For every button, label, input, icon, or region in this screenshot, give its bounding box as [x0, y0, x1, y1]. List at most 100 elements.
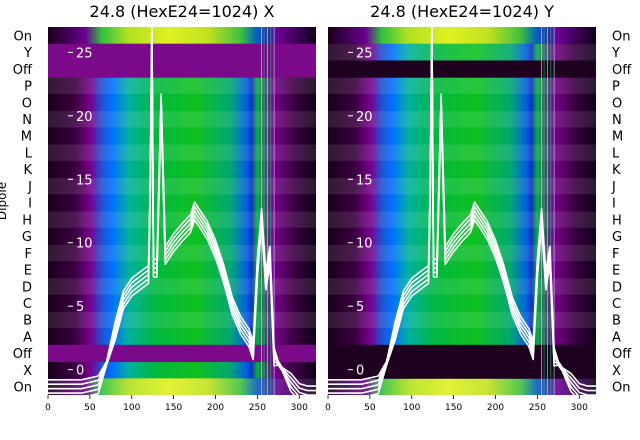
heatmap-row [328, 194, 596, 212]
heatmap-row [328, 277, 596, 296]
row-label: Off [612, 63, 632, 78]
x-tick-label: 0 [325, 403, 331, 413]
heatmap-row [48, 93, 316, 112]
row-label: F [25, 247, 32, 262]
row-label: N [612, 113, 622, 128]
row-label: P [24, 80, 32, 95]
heatmap-row [328, 110, 596, 128]
heatmap-band [48, 43, 316, 61]
row-label: C [23, 297, 32, 312]
heatmap-row [328, 144, 596, 162]
heatmap-band [48, 60, 316, 78]
overlay-tick-label: 10 [356, 237, 373, 252]
heatmap-row [328, 211, 596, 229]
row-label: H [22, 213, 32, 228]
y-axis-label: Dipole [0, 182, 9, 220]
chart-title: 24.8 (HexE24=1024) Y [370, 2, 554, 21]
heatmap-row [48, 244, 316, 262]
row-label: Off [13, 347, 33, 362]
row-label: H [612, 213, 622, 228]
row-label: E [24, 264, 32, 279]
x-tick-label: 300 [571, 403, 588, 413]
row-label: K [23, 163, 32, 178]
heatmap-row [48, 211, 316, 229]
heatmap-row [48, 378, 316, 395]
row-label: O [612, 96, 622, 111]
chart-title: 24.8 (HexE24=1024) X [90, 2, 275, 21]
row-label: O [22, 96, 32, 111]
heatmap-row [328, 261, 596, 279]
heatmap-row [48, 261, 316, 279]
heatmap-row [48, 194, 316, 212]
row-label: A [612, 330, 621, 345]
heatmap-band [328, 60, 596, 78]
heatmap-row [48, 144, 316, 162]
heatmap-row [328, 127, 596, 145]
heatmap-row [328, 27, 596, 45]
overlay-tick-label: 15 [356, 173, 373, 188]
row-label: K [612, 163, 621, 178]
row-label: E [612, 264, 620, 279]
row-label: Off [612, 347, 632, 362]
x-tick-label: 150 [165, 403, 182, 413]
overlay-tick-label: 25 [76, 46, 93, 61]
row-label: L [25, 146, 33, 161]
row-label: C [612, 297, 621, 312]
row-label: G [22, 230, 32, 245]
heatmap-row [48, 294, 316, 312]
overlay-tick-label: 5 [76, 300, 84, 315]
row-label: D [22, 280, 32, 295]
overlay-tick-label: 5 [356, 300, 364, 315]
heatmap-row [328, 378, 596, 395]
heatmap-row [48, 160, 316, 179]
heatmap-panel-1 [48, 27, 316, 395]
heatmap-row [48, 328, 316, 346]
overlay-tick-label: 25 [356, 46, 373, 61]
overlay-tick-label: 20 [356, 110, 373, 125]
row-label: L [612, 146, 620, 161]
row-label: Y [611, 46, 620, 61]
heatmap-row [328, 160, 596, 179]
heatmap-row [328, 311, 596, 329]
x-tick-label: 100 [123, 403, 140, 413]
row-label: N [22, 113, 32, 128]
overlay-tick-label: 20 [76, 110, 93, 125]
x-tick-label: 200 [487, 403, 504, 413]
row-label: I [612, 197, 616, 212]
x-tick-label: 250 [249, 403, 266, 413]
heatmap-row [328, 294, 596, 312]
heatmap-row [328, 43, 596, 61]
row-label: B [23, 314, 32, 329]
heatmap-row [328, 93, 596, 112]
row-label: On [14, 381, 32, 396]
row-label: On [612, 381, 630, 396]
row-label: A [23, 330, 32, 345]
row-label: X [612, 364, 621, 379]
x-tick-label: 300 [291, 403, 308, 413]
heatmap-row [48, 361, 316, 379]
row-label: On [612, 29, 630, 44]
row-label: J [611, 180, 616, 195]
heatmap-row [48, 27, 316, 45]
heatmap-row [328, 177, 596, 195]
overlay-line [48, 27, 316, 387]
row-label: B [612, 314, 621, 329]
heatmap-row [48, 177, 316, 195]
row-label: On [14, 29, 32, 44]
row-label: I [28, 197, 32, 212]
heatmap-row [328, 77, 596, 95]
heatmap-row [328, 328, 596, 346]
heatmap-band [328, 361, 596, 379]
x-tick-label: 200 [207, 403, 224, 413]
heatmap-row [48, 127, 316, 145]
row-label: F [612, 247, 619, 262]
heatmap-row [48, 277, 316, 296]
row-label: Y [23, 46, 32, 61]
row-label: J [27, 180, 32, 195]
row-label: G [612, 230, 622, 245]
heatmap-row [48, 77, 316, 95]
row-label: D [612, 280, 622, 295]
overlay-tick-label: 10 [76, 237, 93, 252]
x-tick-label: 0 [45, 403, 51, 413]
